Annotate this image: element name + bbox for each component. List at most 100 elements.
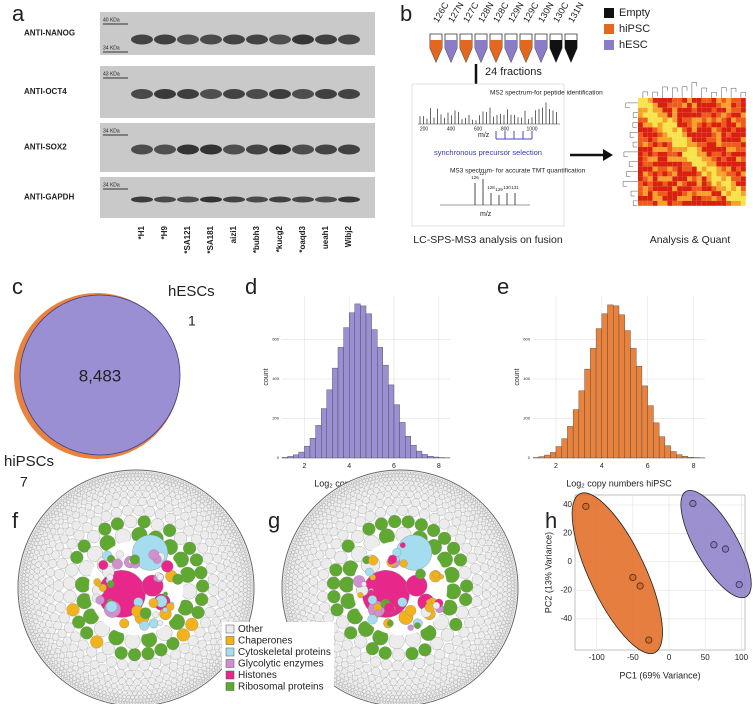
protein	[478, 538, 486, 546]
protein	[474, 648, 481, 656]
protein	[470, 653, 477, 660]
protein	[185, 483, 189, 487]
protein	[429, 475, 433, 479]
protein	[189, 659, 197, 667]
heat-cell	[711, 112, 717, 118]
heat-cell	[740, 191, 746, 196]
protein	[34, 567, 41, 574]
heat-cell	[662, 200, 668, 206]
heat-cell	[711, 156, 717, 162]
protein	[200, 617, 211, 629]
heat-cell	[638, 122, 643, 128]
protein	[45, 595, 55, 605]
protein	[147, 474, 152, 478]
protein	[438, 691, 443, 695]
protein	[484, 618, 492, 626]
protein	[322, 612, 334, 624]
protein	[340, 489, 345, 493]
band	[338, 34, 360, 45]
protein	[57, 507, 62, 513]
band	[177, 34, 199, 45]
protein	[204, 515, 211, 522]
heat-cell	[642, 112, 648, 118]
protein	[66, 603, 80, 617]
protein	[29, 538, 33, 542]
protein	[508, 623, 511, 627]
protein	[402, 497, 412, 506]
protein	[318, 568, 329, 580]
protein	[65, 563, 79, 577]
protein	[87, 529, 101, 544]
protein	[199, 673, 204, 678]
protein	[309, 576, 318, 586]
protein	[344, 626, 358, 640]
heat-cell	[696, 122, 702, 128]
protein	[182, 672, 189, 679]
protein	[399, 685, 406, 692]
protein	[429, 697, 432, 701]
protein	[226, 521, 230, 525]
protein	[491, 518, 495, 522]
protein	[500, 532, 504, 536]
protein	[455, 646, 465, 656]
protein	[366, 475, 370, 479]
protein	[314, 510, 319, 514]
heat-cell	[652, 98, 658, 103]
heat-cell	[711, 151, 717, 157]
heat-cell	[652, 107, 658, 113]
heat-cell	[701, 191, 707, 196]
protein	[401, 515, 415, 529]
protein	[142, 694, 147, 700]
protein	[34, 644, 38, 648]
protein	[245, 570, 250, 575]
protein	[169, 670, 178, 679]
protein	[299, 610, 306, 617]
legend-label: hESC	[619, 39, 648, 51]
protein	[144, 473, 149, 478]
heat-cell	[736, 132, 741, 138]
band	[315, 34, 337, 45]
protein	[209, 665, 214, 670]
heat-cell	[687, 156, 692, 162]
protein	[494, 562, 501, 569]
protein	[301, 555, 308, 562]
heat-cell	[691, 107, 697, 113]
protein	[343, 676, 349, 682]
protein	[287, 566, 291, 571]
heat-cell	[642, 127, 648, 133]
heat-cell	[716, 200, 722, 206]
protein	[111, 475, 115, 480]
heat-cell	[677, 186, 683, 192]
protein	[488, 566, 497, 574]
protein	[178, 693, 181, 697]
protein	[476, 524, 483, 531]
protein	[496, 574, 503, 581]
heat-cell	[706, 196, 712, 201]
protein	[294, 564, 300, 570]
protein	[285, 593, 290, 598]
heat-cell	[652, 117, 658, 123]
heat-cell	[657, 156, 663, 162]
heat-cell	[716, 151, 722, 157]
ms3-peak-label: 127	[479, 171, 487, 176]
protein	[450, 490, 455, 495]
protein	[204, 606, 216, 618]
heat-cell	[731, 200, 736, 206]
protein	[290, 553, 294, 558]
protein	[509, 618, 513, 621]
protein	[70, 631, 82, 643]
protein	[421, 688, 427, 694]
protein	[401, 690, 407, 696]
heat-cell	[652, 186, 658, 192]
protein	[311, 510, 315, 514]
protein	[493, 611, 500, 618]
protein	[366, 501, 376, 511]
protein	[314, 528, 321, 535]
heat-cell	[638, 176, 643, 182]
protein	[343, 487, 348, 491]
heat-cell	[731, 181, 736, 187]
heat-cell	[716, 142, 722, 147]
protein	[245, 567, 249, 571]
protein	[46, 515, 51, 519]
protein	[359, 487, 365, 493]
